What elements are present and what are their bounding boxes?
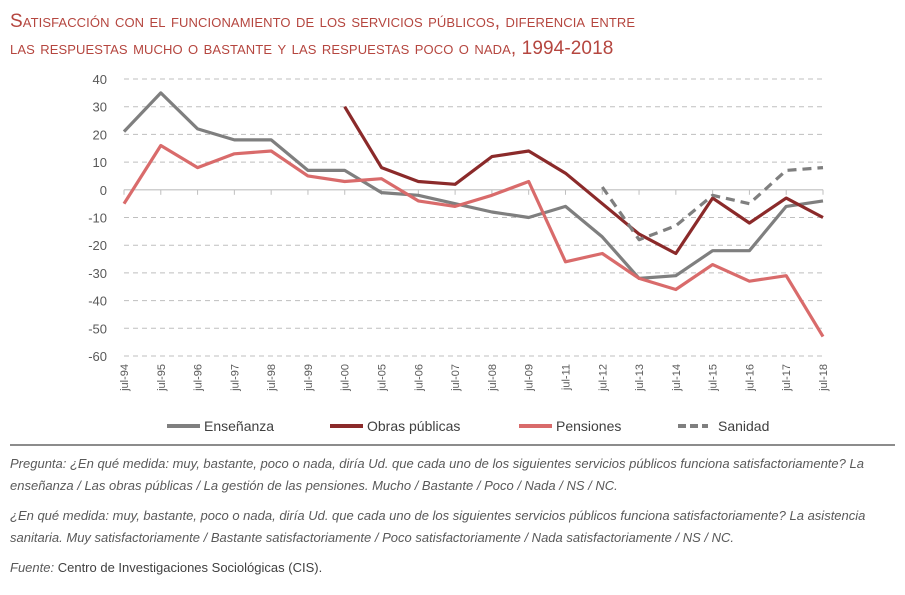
x-tick-label: jul-09	[524, 364, 536, 392]
x-tick-label: jul-98	[266, 364, 278, 392]
y-tick-label: -10	[88, 211, 107, 226]
y-axis-ticks: 40 30 20 10 0 -10 -20 -30 -40 -50 -60	[88, 72, 107, 364]
x-tick-label: jul-95	[156, 364, 168, 392]
legend-label: Obras públicas	[367, 418, 461, 434]
series-ensenanza	[122, 91, 824, 280]
x-axis	[123, 189, 824, 195]
x-tick-label: jul-17	[781, 364, 793, 392]
legend-swatch	[167, 424, 200, 428]
chart-title-line-1: Satisfacción con el funcionamiento de lo…	[10, 11, 636, 32]
series-line	[600, 166, 824, 242]
y-tick-label: 0	[100, 183, 107, 198]
legend-swatch	[330, 424, 363, 428]
x-tick-label: jul-18	[818, 364, 830, 392]
series-obras-publicas	[343, 105, 824, 256]
legend-label: Pensiones	[556, 418, 622, 434]
x-tick-label: jul-00	[340, 364, 352, 392]
y-tick-label: -30	[88, 266, 107, 281]
x-tick-label: jul-08	[487, 364, 499, 392]
x-tick-label: jul-96	[193, 364, 205, 392]
legend-swatch	[519, 424, 552, 428]
chart-legend: Enseñanza Obras públicas Pensiones Sanidad	[0, 418, 905, 442]
y-tick-label: -60	[88, 349, 107, 364]
y-tick-label: 40	[93, 72, 107, 87]
series-lines	[122, 91, 825, 338]
question-note-2: ¿En qué medida: muy, bastante, poco o na…	[10, 508, 866, 545]
x-tick-label: jul-06	[413, 364, 425, 392]
x-tick-label: jul-14	[671, 364, 683, 392]
x-tick-label: jul-16	[744, 364, 756, 392]
chart-title-line-2: las respuestas mucho o bastante y las re…	[10, 38, 614, 59]
series-line	[343, 105, 824, 256]
x-tick-label: jul-05	[377, 364, 389, 392]
question-note-1: Pregunta: ¿En qué medida: muy, bastante,…	[10, 453, 900, 497]
series-line	[122, 143, 825, 338]
legend-item: Sanidad	[678, 418, 769, 434]
x-axis-ticks: jul-94 jul-95 jul-96 jul-97 jul-98 jul-99 jul-…	[119, 364, 830, 392]
legend-item: Pensiones	[519, 418, 621, 434]
legend-swatch	[678, 424, 708, 428]
series-sanidad	[600, 166, 824, 242]
series-pensiones	[122, 143, 825, 338]
x-tick-label: jul-15	[708, 364, 720, 392]
x-tick-label: jul-94	[119, 364, 131, 392]
legend-item: Enseñanza	[167, 418, 274, 434]
y-tick-label: -20	[88, 238, 107, 253]
x-tick-label: jul-12	[597, 364, 609, 392]
x-tick-label: jul-11	[560, 364, 572, 391]
line-chart: 40 30 20 10 0 -10 -20 -30 -40 -50 -60 jul-94 jul-95…	[88, 72, 830, 392]
x-tick-label: jul-07	[450, 364, 462, 392]
y-tick-label: 20	[93, 127, 107, 142]
chart-notes: Pregunta: ¿En qué medida: muy, bastante,…	[10, 453, 900, 587]
y-tick-label: 10	[93, 155, 107, 170]
question-1-text: : ¿En qué medida: muy, bastante, poco o …	[10, 456, 864, 493]
y-tick-label: -40	[88, 294, 107, 309]
x-tick-label: jul-97	[229, 364, 241, 392]
chart-title: Satisfacción con el funcionamiento de lo…	[10, 8, 900, 62]
series-line	[122, 91, 824, 280]
legend-label: Sanidad	[718, 418, 770, 434]
legend-item: Obras públicas	[330, 418, 460, 434]
y-tick-label: -50	[88, 321, 107, 336]
source-note: Fuente: Centro de Investigaciones Sociol…	[10, 557, 900, 579]
source-label: Fuente:	[10, 560, 55, 575]
source-text: Centro de Investigaciones Sociológicas (…	[57, 560, 323, 575]
y-tick-label: 30	[93, 100, 107, 115]
question-label: Pregunta	[10, 456, 63, 471]
gridlines	[124, 78, 823, 357]
divider	[10, 444, 895, 446]
x-tick-label: jul-13	[634, 364, 646, 392]
legend-label: Enseñanza	[204, 418, 275, 434]
x-tick-label: jul-99	[303, 364, 315, 392]
